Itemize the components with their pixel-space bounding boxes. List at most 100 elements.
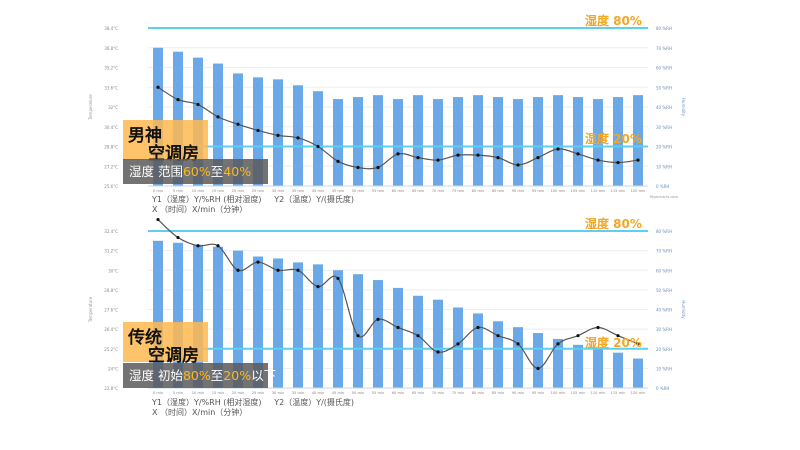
- x-tick-label: 50 min: [352, 391, 365, 395]
- humidity-bar: [273, 258, 283, 388]
- x-tick-label: 70 min: [432, 391, 445, 395]
- temperature-point: [376, 165, 380, 170]
- chart-subtitle: 湿度 范围60%至40%: [123, 159, 268, 184]
- y2-tick-label: 40 %RH: [656, 308, 672, 313]
- x-tick-label: 10 min: [192, 189, 205, 193]
- temperature-point: [356, 334, 360, 338]
- title-line2: 空调房: [148, 346, 199, 366]
- x-tick-label: 10 min: [192, 391, 205, 395]
- temperature-point: [456, 153, 460, 157]
- humidity-bar: [193, 244, 203, 388]
- ref-label-80: 湿度 80%: [585, 217, 642, 231]
- humidity-bar: [613, 352, 623, 388]
- subtitle-highlight: 80%: [182, 368, 211, 383]
- temperature-point: [176, 97, 180, 102]
- x-tick-label: 110 min: [591, 189, 606, 193]
- x-tick-label: 20 min: [232, 391, 245, 395]
- x-tick-label: 55 min: [372, 391, 385, 395]
- humidity-bar: [313, 264, 323, 388]
- x-tick-label: 30 min: [272, 391, 285, 395]
- x-tick-label: 120 min: [631, 391, 646, 395]
- x-tick-label: 100 min: [551, 189, 566, 193]
- temperature-point: [256, 260, 260, 264]
- x-tick-label: 75 min: [452, 189, 465, 193]
- temperature-point: [176, 235, 180, 240]
- temperature-point: [296, 268, 300, 272]
- temperature-point: [496, 334, 500, 338]
- y-tick-label: 38.4°C: [104, 26, 118, 31]
- y-tick-label: 28.8°C: [104, 288, 118, 293]
- y2-tick-label: 50 %RH: [656, 288, 672, 293]
- y-tick-label: 22.8°C: [104, 386, 118, 391]
- x-tick-label: 120 min: [631, 189, 646, 193]
- temperature-point: [476, 325, 480, 330]
- y2-tick-label: 50 %RH: [656, 85, 672, 90]
- temperature-point: [516, 163, 520, 167]
- humidity-bar: [633, 95, 643, 186]
- x-tick-label: 20 min: [232, 189, 245, 193]
- title-line1: 男神: [128, 126, 162, 146]
- temperature-point: [436, 158, 440, 162]
- temperature-point: [156, 85, 160, 89]
- y-tick-label: 24°C: [108, 366, 118, 371]
- x-tick-label: 65 min: [412, 391, 425, 395]
- subtitle-highlight: 40%: [223, 164, 252, 179]
- temperature-point: [196, 102, 200, 107]
- temperature-point: [216, 115, 220, 119]
- humidity-bar: [593, 348, 603, 388]
- humidity-bar: [313, 91, 323, 186]
- subtitle-text: 以下: [251, 368, 277, 383]
- humidity-bar: [253, 256, 263, 388]
- temperature-point: [316, 144, 320, 149]
- chart-subtitle: 湿度 初始80%至20%以下: [123, 363, 276, 388]
- humidity-bar: [153, 47, 163, 186]
- y2-tick-label: 80 %RH: [656, 26, 672, 31]
- x-tick-label: 5 min: [173, 189, 183, 193]
- chart-title-box: 男神 空调房: [123, 120, 208, 164]
- humidity-bar: [493, 97, 503, 186]
- humidity-bar: [233, 73, 243, 186]
- x-tick-label: 90 min: [512, 189, 525, 193]
- x-tick-label: 35 min: [292, 391, 305, 395]
- y-tick-label: 28.8°C: [104, 145, 118, 150]
- y-tick-label: 27.2°C: [104, 164, 118, 169]
- ref-label-80: 湿度 80%: [585, 14, 642, 28]
- x-tick-label: 45 min: [332, 391, 345, 395]
- y-tick-label: 31.2°C: [104, 249, 118, 254]
- y2-tick-label: 60 %RH: [656, 268, 672, 273]
- temperature-point: [316, 285, 320, 289]
- humidity-bar: [393, 287, 403, 388]
- x-tick-label: 40 min: [312, 189, 325, 193]
- subtitle-text: 湿度 范围: [129, 164, 183, 179]
- humidity-bar: [393, 99, 403, 186]
- temperature-point: [276, 133, 280, 137]
- humidity-bar: [613, 97, 623, 186]
- ref-label-20: 湿度 20%: [585, 336, 642, 350]
- temperature-point: [496, 156, 500, 160]
- humidity-bar: [493, 321, 503, 388]
- x-tick-label: 110 min: [591, 391, 606, 395]
- humidity-bar: [153, 240, 163, 388]
- subtitle-text: 湿度 初始: [129, 368, 183, 383]
- x-tick-label: 90 min: [512, 391, 525, 395]
- temperature-point: [596, 325, 600, 330]
- humidity-bar: [173, 242, 183, 388]
- x-tick-label: 105 min: [571, 189, 586, 193]
- temperature-point: [236, 122, 240, 126]
- y2-tick-label: 30 %RH: [656, 125, 672, 130]
- axis-legend: Y1（湿度）Y/%RH (相对湿度) Y2（温度）Y/(摄氏度) X （时间）X/…: [152, 398, 354, 418]
- top-chart: 0 %RH 10 %RH 20 %RH 30 %RH 40 %RH 50 %RH 60 %R…: [88, 26, 686, 199]
- humidity-bar: [353, 97, 363, 186]
- credit-label: Highcharts.com: [650, 195, 679, 199]
- y2-tick-label: 70 %RH: [656, 249, 672, 254]
- temperature-point: [236, 268, 240, 272]
- y-tick-label: 27.6°C: [104, 308, 118, 313]
- temperature-point: [276, 268, 280, 272]
- y2-tick-label: 30 %RH: [656, 327, 672, 332]
- x-tick-label: 45 min: [332, 189, 345, 193]
- humidity-bar: [173, 51, 183, 187]
- subtitle-text: 至: [210, 164, 224, 179]
- legend-line: Y1（湿度）Y/%RH (相对湿度) Y2（温度）Y/(摄氏度): [152, 195, 355, 204]
- x-tick-label: 55 min: [372, 189, 385, 193]
- x-tick-label: 30 min: [272, 189, 285, 193]
